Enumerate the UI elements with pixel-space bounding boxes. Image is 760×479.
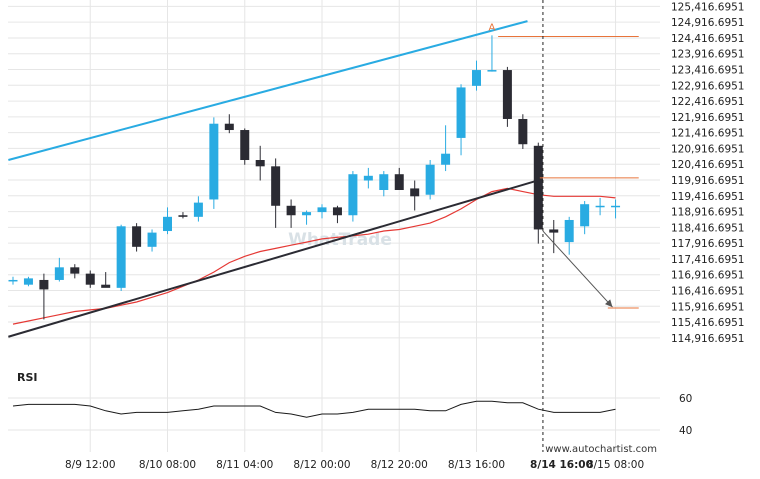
price-tick-label: 118,916.6951 [671, 207, 744, 219]
candle-body [193, 202, 203, 217]
candle-body [379, 174, 389, 190]
candle-body [487, 70, 497, 72]
price-tick-label: 114,916.6951 [671, 333, 744, 345]
candle-body [116, 226, 126, 288]
candle-body [163, 216, 172, 232]
candle-body [611, 205, 621, 208]
candle-body [70, 267, 80, 274]
price-tick-label: 116,416.6951 [671, 285, 744, 297]
candle-body [271, 166, 281, 206]
candle-body [39, 279, 49, 290]
candle-body [209, 123, 219, 200]
time-tick-label: 8/12 20:00 [371, 459, 428, 471]
price-tick-label: 120,916.6951 [671, 143, 744, 155]
candle-body [564, 219, 574, 243]
price-tick-label: 123,916.6951 [671, 49, 744, 61]
price-tick-label: 117,416.6951 [671, 254, 744, 266]
pattern-point-marker: A [489, 22, 496, 33]
time-tick-label: 8/10 08:00 [139, 459, 196, 471]
candle-body [240, 130, 250, 161]
candle-body [595, 205, 605, 208]
candle-body [533, 145, 543, 230]
price-tick-label: 122,416.6951 [671, 96, 744, 108]
candle-body [147, 232, 157, 247]
candle-body [348, 174, 358, 216]
candle-body [332, 207, 342, 216]
time-tick-label: 8/9 12:00 [65, 459, 116, 471]
price-tick-label: 123,416.6951 [671, 65, 744, 77]
candle-body [132, 226, 142, 247]
price-tick-label: 121,416.6951 [671, 128, 744, 140]
time-tick-label: 8/15 08:00 [587, 459, 644, 471]
candle-body [302, 212, 312, 216]
price-tick-label: 120,416.6951 [671, 159, 744, 171]
candle-body [502, 70, 512, 119]
candle-body [286, 205, 296, 216]
price-tick-label: 124,916.6951 [671, 17, 744, 29]
rsi-line [12, 400, 616, 418]
price-tick-label: 124,416.6951 [671, 33, 744, 45]
projection-line [542, 230, 613, 308]
price-tick-label: 117,916.6951 [671, 238, 744, 250]
candle-body [363, 175, 373, 181]
candle-body [317, 207, 327, 213]
credit-text: www.autochartist.com [545, 444, 657, 455]
candle-body [472, 70, 481, 86]
candle-body [580, 204, 590, 227]
channel-top-line [8, 20, 528, 161]
price-tick-label: 116,916.6951 [671, 270, 744, 282]
time-tick-label: 8/12 00:00 [293, 459, 350, 471]
candle-body [255, 160, 265, 167]
candle-body [178, 215, 188, 217]
price-tick-label: 121,916.6951 [671, 112, 744, 124]
candle-body [410, 188, 420, 197]
candle-body [23, 278, 33, 285]
candle-body [8, 279, 18, 282]
candle-body [54, 267, 64, 280]
price-tick-label: 118,416.6951 [671, 222, 744, 234]
price-tick-label: 119,916.6951 [671, 175, 744, 187]
time-tick-label: 8/11 04:00 [216, 459, 273, 471]
time-tick-label: 8/14 16:00 [530, 459, 593, 471]
candle-body [394, 174, 404, 190]
price-tick-label: 115,416.6951 [671, 317, 744, 329]
time-tick-label: 8/13 16:00 [448, 459, 505, 471]
candle-body [518, 118, 528, 145]
price-tick-label: 115,916.6951 [671, 301, 744, 313]
candle-body [441, 153, 451, 165]
candle-body [101, 284, 111, 288]
candle-body [85, 273, 95, 285]
price-tick-label: 125,416.6951 [671, 1, 744, 13]
rsi-panel-label: RSI [17, 371, 38, 384]
rsi-tick-label: 40 [679, 425, 692, 437]
price-tick-label: 122,916.6951 [671, 80, 744, 92]
candle-body [425, 164, 435, 195]
channel-bottom-line [8, 177, 544, 338]
candle-body [549, 229, 559, 233]
candle-body [456, 87, 466, 138]
price-tick-label: 119,416.6951 [671, 191, 744, 203]
rsi-tick-label: 60 [679, 393, 692, 405]
candle-body [224, 123, 234, 131]
projection-arrowhead [605, 299, 613, 308]
